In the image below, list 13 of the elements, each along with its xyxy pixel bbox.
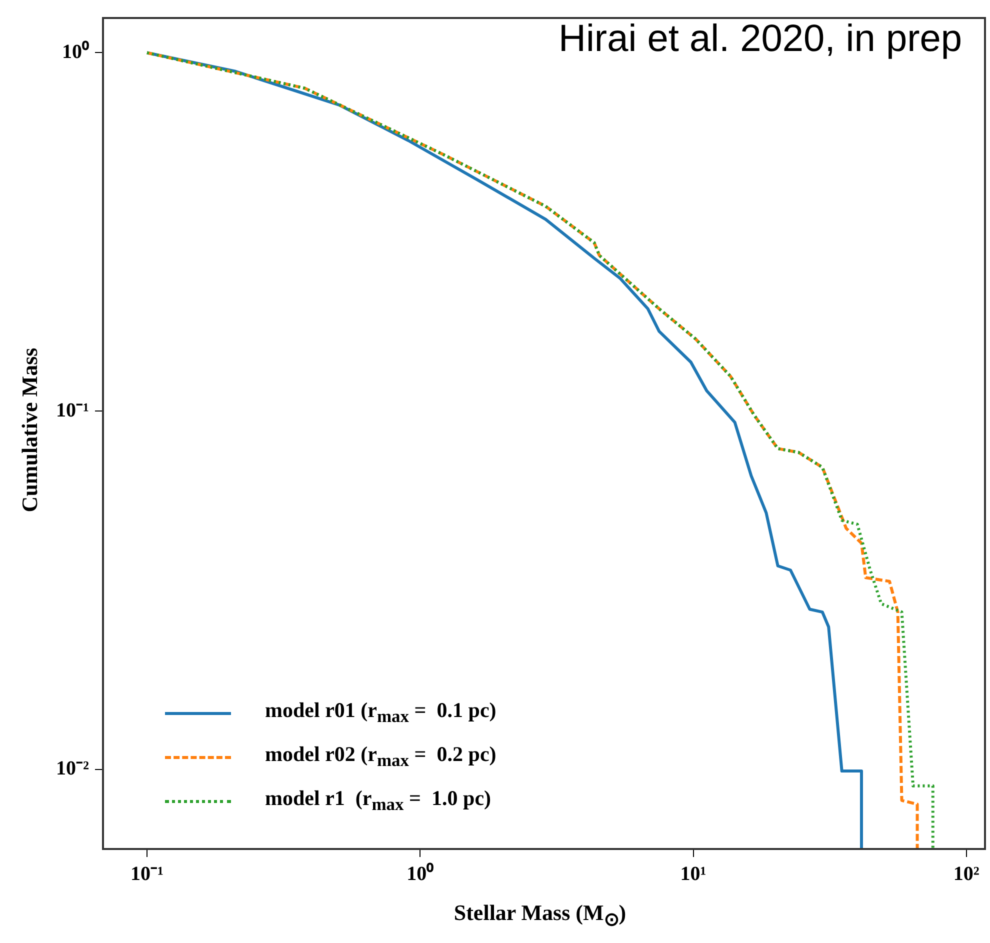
x-tick-label: 10² bbox=[953, 863, 980, 886]
y-tick-label: 10⁰ bbox=[62, 40, 89, 63]
x-tick-label: 10⁰ bbox=[406, 862, 434, 886]
annotation: Hirai et al. 2020, in prep bbox=[558, 18, 962, 61]
y-tick-label: 10⁻¹ bbox=[56, 399, 89, 422]
y-axis-title: Cumulative Mass bbox=[17, 348, 43, 512]
x-axis-title: Stellar Mass (M$_{⊙}$) bbox=[452, 900, 628, 930]
x-tick-label: 10⁻¹ bbox=[130, 863, 164, 886]
legend-label: model r02 (r$_{max}$ = 0.2 pc) bbox=[265, 742, 496, 772]
y-tick-label: 10⁻² bbox=[56, 758, 89, 780]
x-tick-label: 10¹ bbox=[680, 863, 706, 886]
legend-label: model r01 (r$_{max}$ = 0.1 pc) bbox=[265, 698, 496, 728]
legend-label: model r1 (r$_{max}$ = 1.0 pc) bbox=[265, 786, 492, 816]
